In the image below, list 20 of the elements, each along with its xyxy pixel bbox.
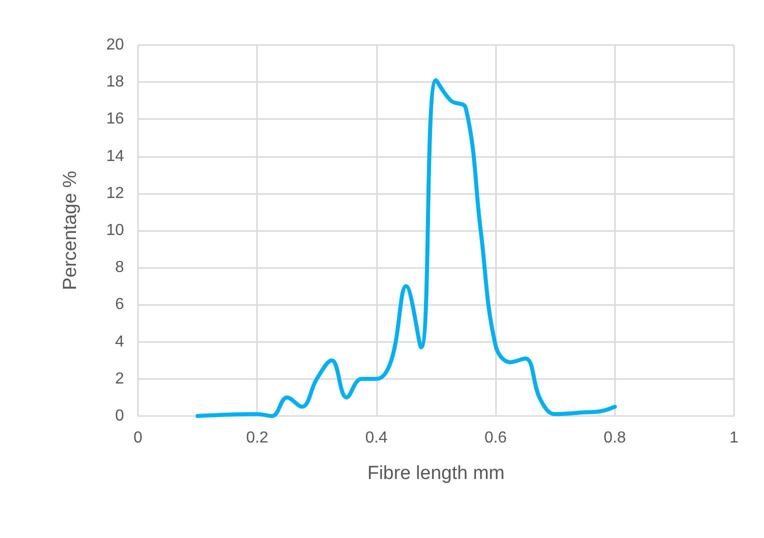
y-tick-label: 8 (115, 259, 124, 276)
y-tick-label: 14 (106, 148, 124, 165)
x-tick-label: 1 (730, 430, 739, 446)
y-tick-label: 12 (106, 184, 124, 202)
y-tick-label: 2 (115, 370, 124, 388)
x-axis-title: Fibre length mm (367, 463, 505, 484)
y-tick-label: 20 (106, 36, 124, 54)
y-tick-label: 4 (115, 333, 124, 350)
x-tick-label: 0 (134, 430, 143, 446)
y-tick-label: 18 (106, 74, 124, 91)
y-tick-label: 16 (106, 110, 124, 128)
y-tick-label: 10 (106, 222, 124, 239)
x-tick-label: 0.6 (484, 430, 507, 446)
x-tick-label: 0.4 (365, 430, 388, 446)
y-tick-label: 0 (115, 408, 124, 424)
y-tick-label: 6 (115, 296, 124, 314)
line-series (196, 78, 617, 418)
x-tick-label: 0.2 (246, 430, 268, 446)
x-tick-label: 0.8 (604, 430, 626, 446)
y-axis-title: Percentage % (60, 170, 81, 290)
